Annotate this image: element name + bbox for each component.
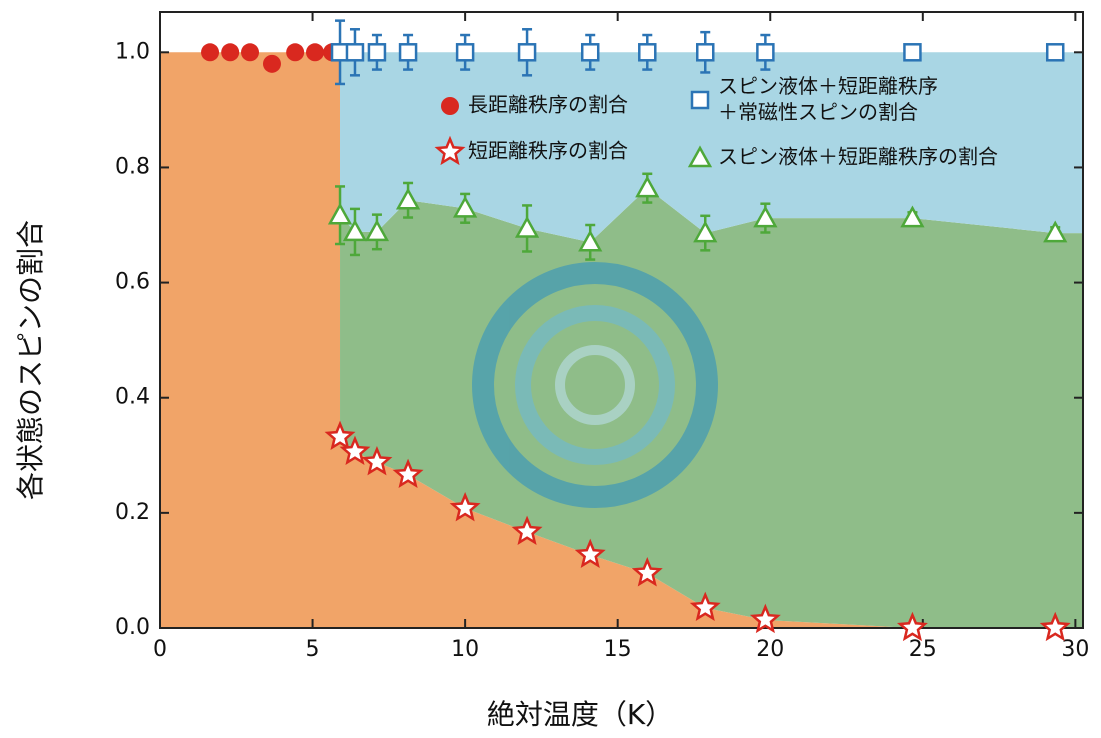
legend-label: スピン液体＋短距離秩序の割合 <box>718 145 998 169</box>
y-axis-label: 各状態のスピンの割合 <box>14 220 47 500</box>
x-axis-label: 絶対温度（K） <box>487 698 673 731</box>
point <box>639 44 655 60</box>
point <box>306 43 324 61</box>
point <box>519 44 535 60</box>
y-tick-label: 0.4 <box>115 385 150 410</box>
x-tick-label: 5 <box>306 637 320 662</box>
point <box>263 55 281 73</box>
x-tick-label: 15 <box>604 637 632 662</box>
point <box>582 44 598 60</box>
chart: 0 5 10 15 20 25 30 0.0 0.2 0.4 0.6 0.8 1.0 長距離秩序の割合スピ… <box>0 0 1101 738</box>
x-tick-label: 10 <box>451 637 479 662</box>
legend-label: 短距離秩序の割合 <box>468 139 628 163</box>
x-tick-label: 20 <box>756 637 784 662</box>
y-tick-label: 1.0 <box>115 39 150 64</box>
point <box>904 44 920 60</box>
point <box>332 44 348 60</box>
x-tick-label: 25 <box>909 637 937 662</box>
legend-marker <box>692 92 708 108</box>
point <box>347 44 363 60</box>
point <box>697 44 713 60</box>
y-tick-label: 0.8 <box>115 154 150 179</box>
y-tick-label: 0.0 <box>115 615 150 640</box>
point <box>457 44 473 60</box>
point <box>286 43 304 61</box>
legend-marker <box>441 97 459 115</box>
y-tick-label: 0.6 <box>115 270 150 295</box>
point <box>241 43 259 61</box>
point <box>1047 44 1063 60</box>
point <box>221 43 239 61</box>
x-tick-label: 30 <box>1061 637 1089 662</box>
y-tick-label: 0.2 <box>115 500 150 525</box>
point <box>201 43 219 61</box>
point <box>369 44 385 60</box>
x-tick-label: 0 <box>153 637 167 662</box>
legend-label: 長距離秩序の割合 <box>468 93 628 117</box>
point <box>400 44 416 60</box>
point <box>757 44 773 60</box>
